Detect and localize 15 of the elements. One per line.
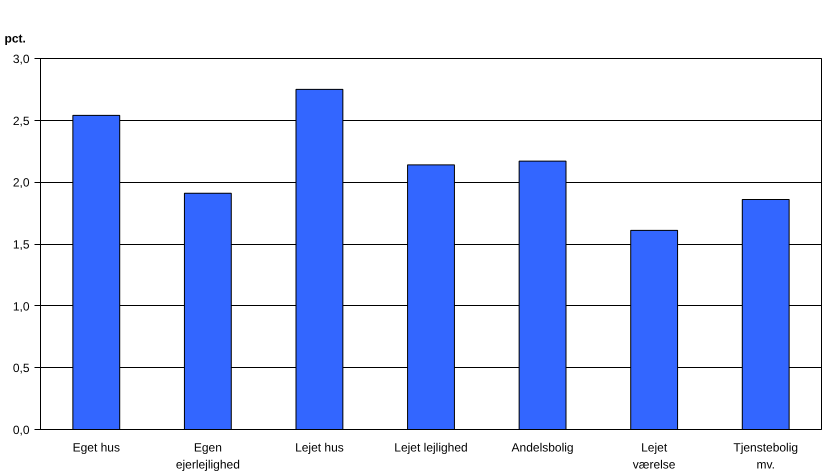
x-tick-label: Eget hus [72,440,120,454]
x-tick-label: Egen ejerlejlighed [176,440,240,472]
y-tick-label: 1,0 [12,299,30,314]
x-tick-label: Lejet hus [295,440,344,454]
y-tick-label: 2,5 [12,114,30,128]
y-tick-label: 3,0 [12,52,30,66]
y-tick-label: 0,5 [12,361,30,376]
x-tick-label: Tjenstebolig mv. [733,440,798,472]
y-tick-label: 0,0 [12,423,30,437]
y-tick-label: 1,5 [12,238,30,252]
x-tick-label: Andelsbolig [512,440,574,454]
y-axis-title: pct. [4,32,26,46]
y-tick-label: 2,0 [12,176,30,190]
x-tick-label: Lejet lejlighed [394,440,468,454]
x-tick-label: Lejet værelse [632,440,676,472]
